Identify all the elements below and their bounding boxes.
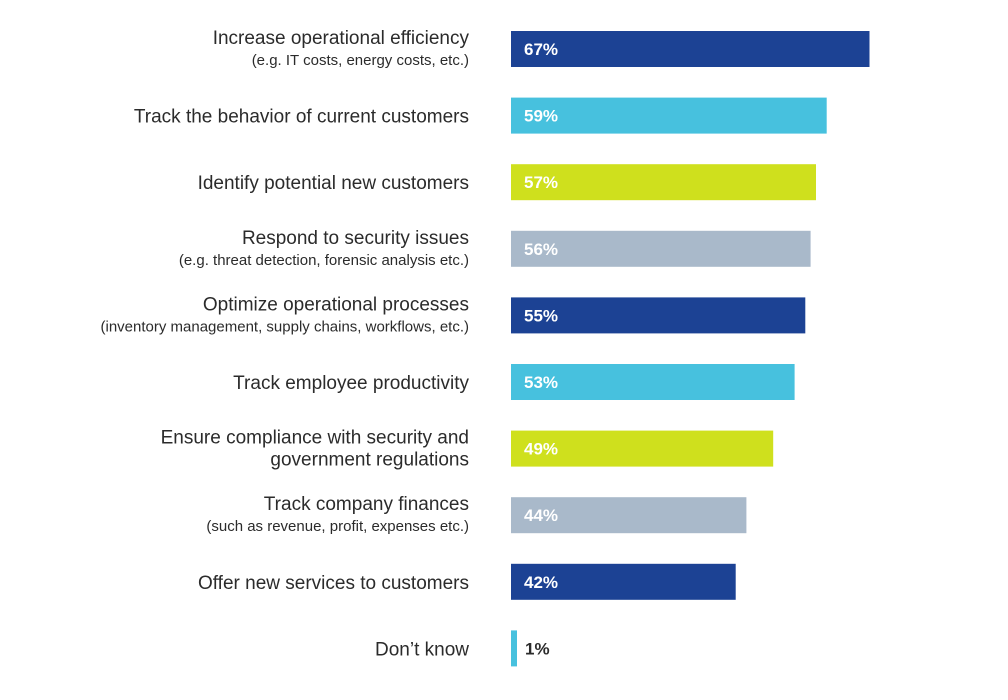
bar-value-label: 56% xyxy=(524,240,558,259)
bar-value-label: 57% xyxy=(524,173,558,192)
category-label: Track the behavior of current customers xyxy=(134,107,469,128)
category-sublabel: (e.g. threat detection, forensic analysi… xyxy=(179,252,469,269)
category-label: Offer new services to customers xyxy=(198,573,469,594)
bar-value-label: 59% xyxy=(524,107,558,126)
bar-row: 42% Offer new services to customers xyxy=(198,563,736,600)
bar-row: 49% Ensure compliance with security andgo… xyxy=(161,428,774,471)
bar-value-label: 67% xyxy=(524,40,558,59)
category-label: Don’t know xyxy=(375,639,469,660)
category-sublabel: (e.g. IT costs, energy costs, etc.) xyxy=(252,52,469,69)
bar xyxy=(511,497,747,534)
bar-value-label: 53% xyxy=(524,373,558,392)
bar-row: 55% Optimize operational processes (invent… xyxy=(101,294,806,335)
bar-value-label: 55% xyxy=(524,306,558,325)
bar-value-label: 49% xyxy=(524,440,558,459)
bar xyxy=(511,297,806,334)
bar xyxy=(511,31,870,67)
bar-row: 67% Increase operational efficiency (e.g. … xyxy=(213,28,870,69)
bar-row: 57% Identify potential new customers xyxy=(198,164,816,201)
bar-value-label: 1% xyxy=(525,639,550,658)
bar-row: 53% Track employee productivity xyxy=(233,364,795,400)
category-label: Respond to security issues xyxy=(242,228,469,249)
category-label: Increase operational efficiency xyxy=(213,28,470,49)
category-label: Track employee productivity xyxy=(233,373,469,394)
bar-value-label: 42% xyxy=(524,573,558,592)
category-label: Identify potential new customers xyxy=(198,173,469,194)
bar-row: 1% Don’t know xyxy=(375,630,550,667)
bar-row: 56% Respond to security issues (e.g. threa… xyxy=(179,228,811,269)
category-sublabel: (such as revenue, profit, expenses etc.) xyxy=(206,518,469,535)
category-label: Ensure compliance with security and xyxy=(161,428,469,449)
bar xyxy=(511,230,811,267)
category-label: Track company finances xyxy=(264,494,469,515)
category-label: Optimize operational processes xyxy=(203,294,469,315)
bar xyxy=(511,563,736,600)
category-sublabel: (inventory management, supply chains, wo… xyxy=(101,318,470,335)
bar xyxy=(511,430,774,467)
bar-row: 59% Track the behavior of current custome… xyxy=(134,97,827,134)
category-label: government regulations xyxy=(270,450,469,471)
bar-value-label: 44% xyxy=(524,506,558,525)
bar xyxy=(511,630,517,667)
bar-row: 44% Track company finances (such as revenu… xyxy=(206,494,747,535)
bar xyxy=(511,97,827,134)
bar xyxy=(511,364,795,400)
bar xyxy=(511,164,816,201)
